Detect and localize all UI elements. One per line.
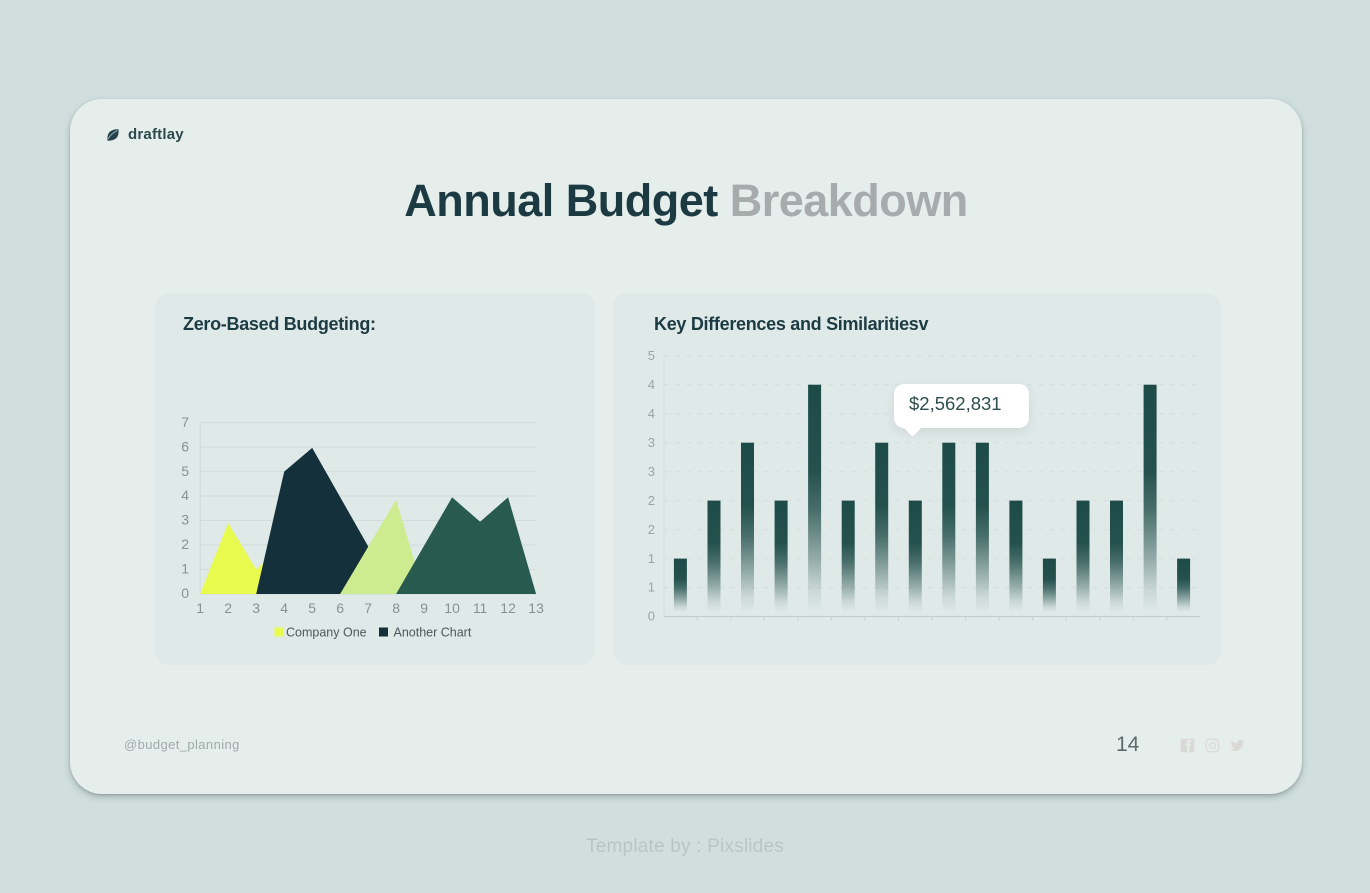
svg-text:4: 4 [280,600,288,616]
svg-text:0: 0 [648,609,655,624]
svg-text:3: 3 [181,512,189,528]
svg-text:Company One: Company One [286,626,367,640]
svg-text:6: 6 [181,438,189,454]
svg-text:12: 12 [500,600,516,616]
svg-text:1: 1 [196,600,204,616]
svg-text:6: 6 [336,600,344,616]
svg-text:1: 1 [648,580,655,595]
svg-text:2: 2 [181,536,189,552]
svg-text:11: 11 [473,600,488,616]
svg-text:7: 7 [364,600,372,616]
svg-text:10: 10 [444,600,460,616]
svg-text:7: 7 [181,414,189,430]
svg-text:3: 3 [648,435,655,450]
svg-text:2: 2 [224,600,232,616]
svg-text:4: 4 [648,406,655,421]
svg-text:3: 3 [648,464,655,479]
svg-text:5: 5 [181,463,189,479]
svg-text:Another Chart: Another Chart [394,626,472,640]
svg-text:5: 5 [308,600,316,616]
svg-text:8: 8 [392,600,400,616]
svg-text:13: 13 [528,600,544,616]
svg-text:2: 2 [648,522,655,537]
svg-text:3: 3 [252,600,260,616]
svg-text:0: 0 [181,585,189,601]
svg-text:2: 2 [648,493,655,508]
svg-text:4: 4 [648,377,655,392]
svg-text:9: 9 [420,600,428,616]
svg-text:5: 5 [648,348,655,363]
svg-text:1: 1 [181,561,189,577]
svg-text:1: 1 [648,551,655,566]
svg-text:4: 4 [181,487,189,503]
